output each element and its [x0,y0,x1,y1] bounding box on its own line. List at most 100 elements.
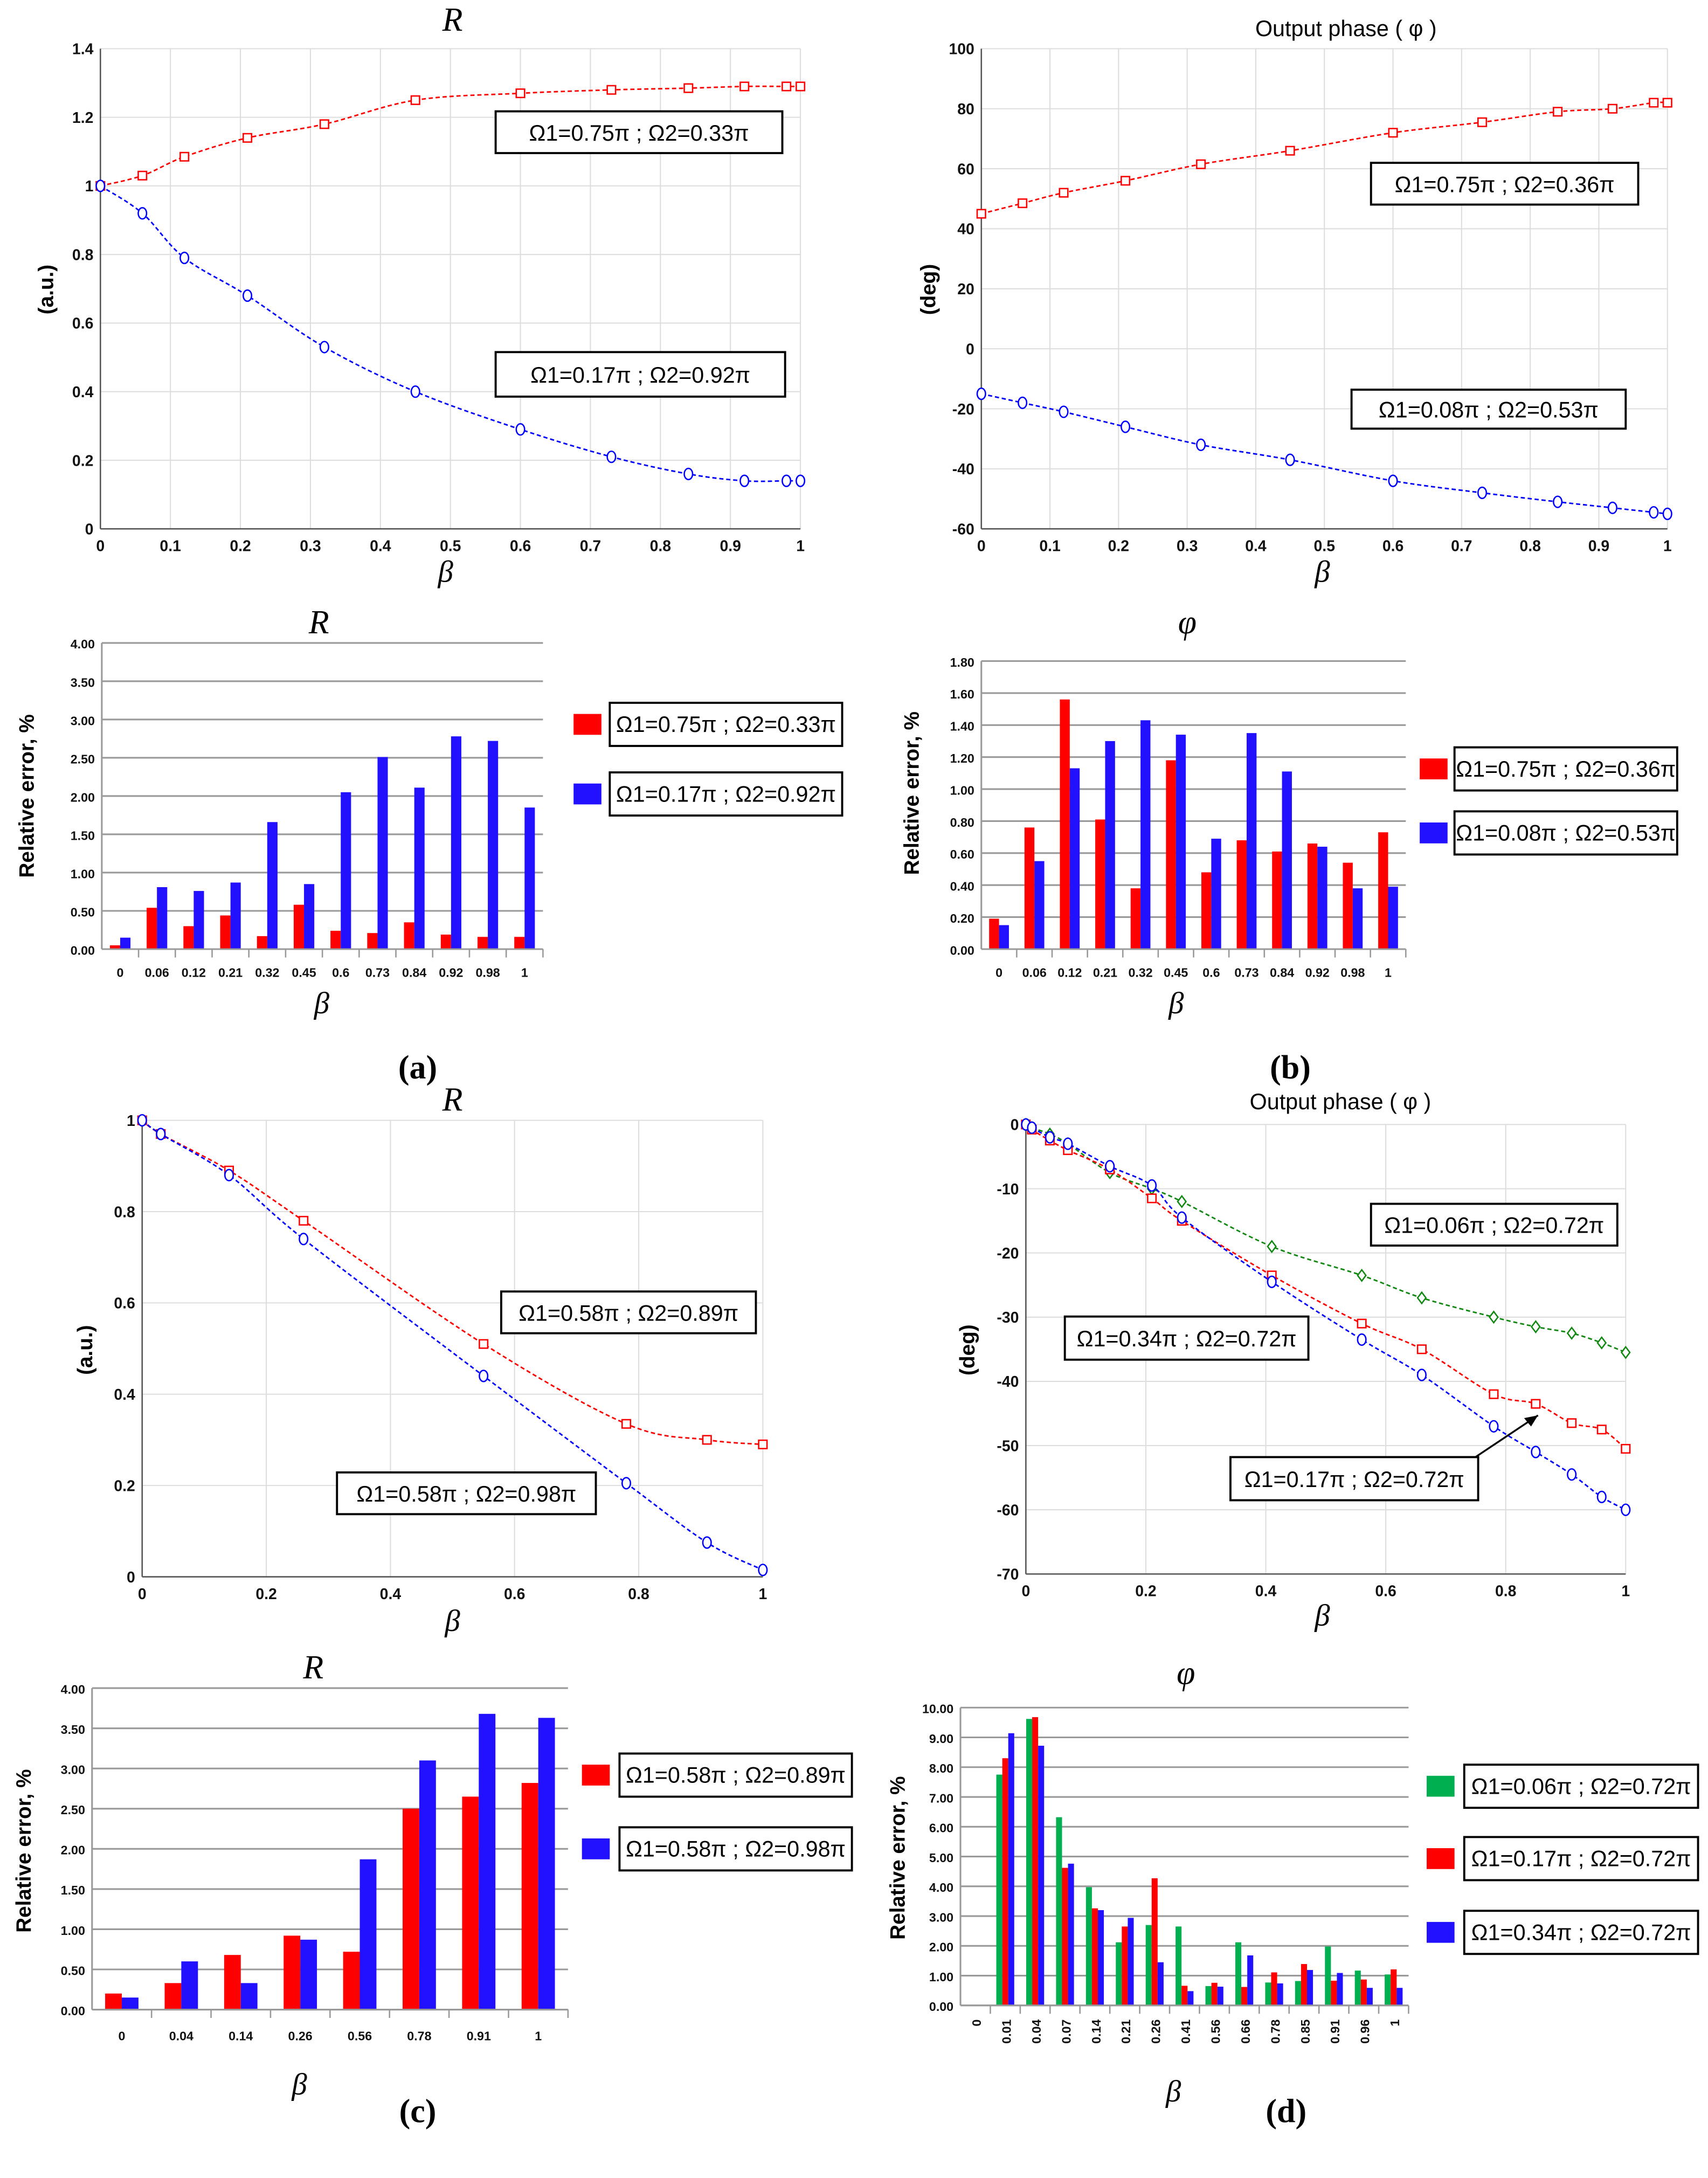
y-tick-label: -60 [997,1502,1019,1519]
legend-swatch [582,1765,610,1786]
bar [1085,1887,1092,2006]
series-line [1025,1124,1627,1450]
y-tick-label: 0.2 [114,1477,135,1495]
y-tick-label: 1.00 [71,867,95,881]
x-tick-label: 0.01 [1000,2020,1014,2044]
y-tick-label: 1.50 [61,1883,85,1897]
bar [1295,1981,1301,2006]
y-tick-label: 0.00 [61,2004,85,2018]
x-tick-label: 0 [977,538,986,555]
chart-8: φ β Relative error, % 0.00 1.00 2.00 3.00 4.00 5… [887,1655,1699,2108]
data-point [1489,1420,1499,1433]
data-point [683,83,694,93]
bar [1211,1982,1218,2006]
bar [164,1983,182,2010]
series-annotation-box [494,110,784,154]
data-point [410,385,420,398]
series-annotation: Ω1=0.34π ; Ω2=0.72π [1077,1326,1297,1351]
x-axis-label: β [438,555,454,589]
bar [1271,1972,1277,2006]
x-tick-label: 0.45 [292,966,316,980]
bar [1060,699,1070,949]
data-point [702,1536,712,1549]
panel-label: (a) [398,1049,437,1086]
bar [193,891,204,949]
y-tick-label: 1.00 [61,1924,85,1938]
x-tick-label: 0.5 [1314,538,1335,555]
y-tick-label: 1.00 [929,1970,953,1984]
bar [1360,1979,1367,2006]
y-tick-label: 3.00 [929,1910,953,1924]
chart-6: Output phase ( φ ) β (deg) -70 -60 -50 -40 -30 -… [956,1089,1631,1633]
data-point [976,209,986,219]
x-tick-label: 0.32 [1128,966,1152,980]
bar [1235,1942,1242,2006]
legend-box [608,771,843,817]
x-tick-label: 0 [970,2020,984,2027]
data-point [1566,1326,1577,1340]
bar [1272,851,1282,949]
data-point [1621,1503,1631,1516]
data-point [1285,453,1295,466]
y-axis-label: Relative error, % [15,714,38,877]
legend-box [618,1752,853,1798]
data-point [1607,103,1617,114]
bar [300,1939,317,2010]
x-tick-label: 0.2 [255,1586,276,1603]
data-point [1531,1399,1541,1409]
data-point [1059,405,1069,418]
y-tick-label: 1.4 [72,41,94,58]
y-tick-label: 2.50 [71,752,95,766]
x-tick-label: 1 [1385,966,1392,980]
x-tick-label: 0.8 [628,1586,649,1603]
bar [1385,1974,1391,2006]
data-point [1267,1240,1277,1254]
x-tick-label: 0.2 [1135,1583,1156,1600]
bar [488,741,499,949]
data-point [621,1419,632,1429]
bar [121,1997,139,2010]
y-tick-label: -10 [997,1181,1019,1198]
chart-title: φ [1178,604,1197,641]
bar [1002,1758,1008,2006]
x-tick-label: 0.78 [1268,2020,1282,2044]
x-tick-label: 0.32 [255,966,279,980]
data-point [1567,1418,1577,1428]
data-point [319,119,329,129]
legend-label: Ω1=0.17π ; Ω2=0.92π [616,782,836,806]
y-tick-label: 0 [127,1569,135,1586]
legend-swatch [1420,822,1448,843]
bar [1069,768,1080,949]
y-tick-label: 1.2 [72,109,93,127]
y-tick-label: -20 [997,1245,1019,1262]
bar [220,915,231,949]
x-tick-label: 0 [119,2029,126,2043]
bar [283,1935,301,2010]
data-point [739,474,750,487]
y-axis-label: Relative error, % [901,711,924,875]
data-point [1177,1194,1187,1208]
x-axis-label: β [1168,986,1184,1020]
y-tick-label: 0.8 [72,246,93,264]
bar [377,757,388,949]
bar [359,1859,377,2010]
y-axis-label: (deg) [956,1324,979,1375]
y-tick-label: 3.50 [71,675,95,689]
bar [240,1983,258,2010]
bar [1095,819,1105,949]
y-tick-label: 4.00 [929,1880,953,1894]
bar [1354,1970,1361,2006]
x-axis-label: β [1165,2075,1181,2108]
x-tick-label: 0 [117,966,124,980]
x-tick-label: 0.84 [1270,966,1294,980]
bar [1181,1986,1188,2006]
x-tick-label: 1 [535,2029,542,2043]
bar [1024,827,1035,949]
x-tick-label: 0.4 [370,538,391,555]
y-tick-label: -70 [997,1566,1019,1584]
bar [451,736,461,949]
bar [989,918,999,949]
bar [479,1713,496,2010]
chart-title: R [442,2,463,38]
bar [403,1808,419,2010]
